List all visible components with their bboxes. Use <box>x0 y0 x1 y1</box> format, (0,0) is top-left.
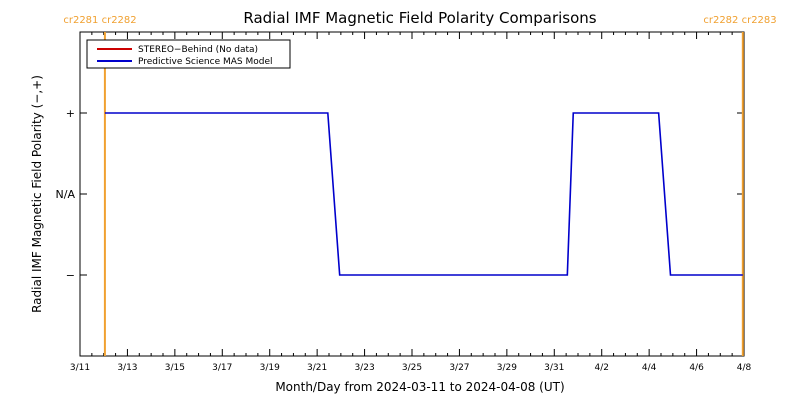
x-tick-label: 4/2 <box>594 363 608 373</box>
x-tick-label: 3/23 <box>354 363 374 373</box>
x-tick-label: 3/19 <box>260 363 280 373</box>
x-tick-label: 3/27 <box>449 363 469 373</box>
y-tick-label: + <box>66 107 75 120</box>
legend-label-stereo: STEREO−Behind (No data) <box>138 45 258 55</box>
legend-label-model: Predictive Science MAS Model <box>138 57 273 67</box>
x-tick-label: 3/11 <box>70 363 90 373</box>
x-tick-label: 4/4 <box>642 363 657 373</box>
series-line <box>104 112 743 276</box>
x-tick-label: 3/15 <box>165 363 185 373</box>
legend: STEREO−Behind (No data) Predictive Scien… <box>86 39 291 69</box>
chart-title: Radial IMF Magnetic Field Polarity Compa… <box>243 9 596 27</box>
x-tick-label: 3/29 <box>497 363 517 373</box>
x-tick-label: 4/6 <box>689 363 704 373</box>
x-tick-labels: 3/11 3/13 3/15 3/17 3/19 3/21 3/23 3/25 3/27 3/29… <box>70 363 752 373</box>
x-tick-label: 3/21 <box>307 363 327 373</box>
x-tick-label: 4/8 <box>737 363 752 373</box>
carrington-markers <box>103 32 744 356</box>
x-axis-label: Month/Day from 2024-03-11 to 2024-04-08 … <box>275 380 564 394</box>
carrington-label: cr2282 cr2283 <box>703 15 776 26</box>
legend-box <box>86 39 291 69</box>
carrington-rotation-labels: cr2281 cr2282 cr2282 cr2283 <box>63 15 776 26</box>
y-axis-label: Radial IMF Magnetic Field Polarity (−,+) <box>30 75 44 313</box>
carrington-label: cr2281 cr2282 <box>63 15 136 26</box>
y-tick-label: N/A <box>56 188 76 201</box>
x-tick-label: 3/17 <box>212 363 232 373</box>
x-tick-label: 3/25 <box>402 363 422 373</box>
axis-ticks <box>79 32 745 356</box>
y-tick-labels: + N/A − <box>56 107 76 282</box>
x-tick-label: 3/13 <box>117 363 137 373</box>
plot-frame <box>79 31 745 357</box>
y-tick-label: − <box>66 269 75 282</box>
x-tick-label: 3/31 <box>544 363 564 373</box>
data-series <box>104 112 743 276</box>
